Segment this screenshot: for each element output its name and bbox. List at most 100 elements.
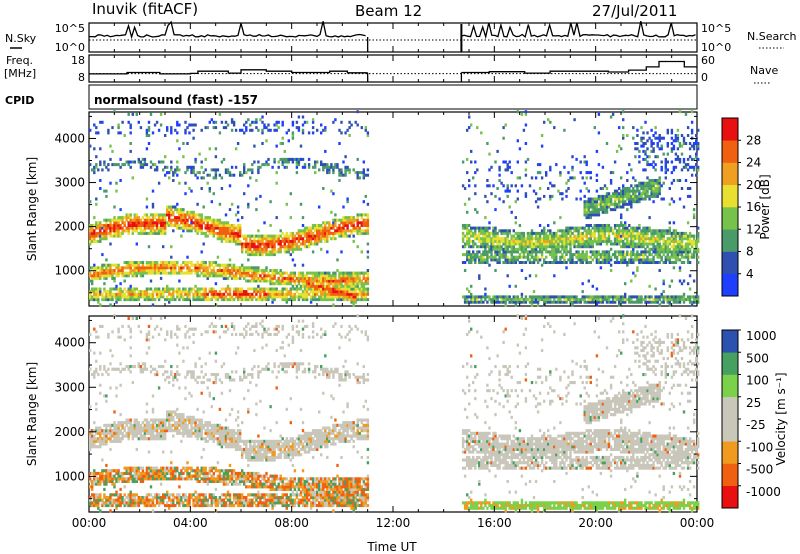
power-cell bbox=[326, 221, 329, 225]
power-cell bbox=[360, 224, 363, 227]
power-cell bbox=[642, 261, 645, 264]
power-cell bbox=[672, 255, 676, 259]
power-cell bbox=[194, 263, 197, 267]
power-cell bbox=[561, 255, 564, 259]
power-cell bbox=[157, 298, 161, 302]
power-cell bbox=[168, 263, 171, 267]
power-cell bbox=[563, 242, 566, 246]
power-cell bbox=[159, 112, 163, 116]
power-cell bbox=[680, 239, 684, 243]
power-cell bbox=[480, 298, 483, 302]
power-cell bbox=[291, 231, 295, 235]
power-cell bbox=[314, 290, 317, 294]
power-cell bbox=[354, 282, 357, 286]
power-cell bbox=[342, 290, 345, 294]
power-cell bbox=[318, 287, 321, 291]
power-cell bbox=[265, 239, 268, 243]
power-cell bbox=[131, 231, 134, 235]
power-cell bbox=[561, 231, 564, 235]
power-cell bbox=[255, 253, 258, 257]
power-cell bbox=[658, 237, 661, 241]
power-cell bbox=[164, 298, 167, 302]
power-cell bbox=[314, 160, 317, 164]
power-cell bbox=[484, 226, 487, 230]
power-cell bbox=[301, 231, 305, 235]
power-cell bbox=[234, 266, 238, 270]
power-cell bbox=[125, 216, 128, 220]
power-cell bbox=[589, 295, 592, 299]
power-cell bbox=[214, 298, 218, 302]
power-cell bbox=[680, 234, 684, 238]
power-cell bbox=[149, 112, 153, 116]
power-cell bbox=[125, 298, 128, 302]
power-cell bbox=[326, 171, 329, 175]
power-cell bbox=[686, 187, 690, 190]
power-cell bbox=[559, 192, 562, 196]
power-cell bbox=[247, 269, 250, 272]
power-cell bbox=[662, 261, 665, 264]
power-cell bbox=[139, 224, 143, 227]
power-cell bbox=[650, 258, 653, 262]
power-cell bbox=[573, 242, 576, 246]
power-cell bbox=[488, 226, 491, 230]
power-cell bbox=[332, 226, 335, 230]
power-cell bbox=[583, 155, 586, 159]
power-cell bbox=[543, 295, 546, 299]
power-cell bbox=[549, 231, 552, 235]
power-cell bbox=[652, 189, 655, 193]
power-cell bbox=[241, 245, 244, 249]
power-cell bbox=[277, 295, 280, 299]
power-cell bbox=[224, 231, 228, 235]
power-cell bbox=[632, 245, 635, 249]
power-cell bbox=[194, 271, 197, 275]
power-cell bbox=[186, 255, 189, 259]
power-cell bbox=[198, 218, 201, 222]
power-cell bbox=[684, 298, 688, 302]
power-cell bbox=[340, 284, 343, 288]
power-cell bbox=[111, 263, 114, 267]
power-cell bbox=[212, 287, 215, 291]
power-cell bbox=[579, 245, 582, 249]
power-cell bbox=[299, 276, 303, 280]
power-cell bbox=[245, 266, 248, 270]
power-cell bbox=[206, 234, 209, 238]
power-cell bbox=[674, 295, 678, 299]
power-cell bbox=[563, 298, 566, 302]
power-cell bbox=[123, 163, 126, 167]
power-cell bbox=[149, 218, 153, 222]
power-cell bbox=[636, 234, 639, 238]
power-cell bbox=[125, 261, 128, 264]
power-cell bbox=[512, 250, 515, 254]
power-cell bbox=[358, 276, 361, 280]
power-cell bbox=[358, 292, 361, 296]
power-cell bbox=[636, 184, 639, 188]
power-cell bbox=[135, 271, 138, 275]
power-cell bbox=[692, 255, 696, 259]
power-cell bbox=[630, 229, 633, 233]
power-cell bbox=[660, 300, 663, 304]
power-cell bbox=[599, 187, 603, 190]
power-cell bbox=[579, 239, 582, 243]
power-cell bbox=[520, 247, 524, 251]
power-cell bbox=[613, 234, 617, 238]
power-cell bbox=[644, 192, 647, 196]
power-cell bbox=[526, 237, 530, 241]
power-cell bbox=[597, 295, 601, 299]
power-cell bbox=[314, 287, 317, 291]
power-cell bbox=[127, 287, 130, 291]
power-cell bbox=[170, 298, 173, 302]
power-cell bbox=[362, 229, 365, 233]
power-cell bbox=[587, 202, 590, 206]
power-cell bbox=[137, 216, 140, 220]
power-cell bbox=[153, 216, 157, 220]
power-cell bbox=[151, 221, 155, 225]
power-cell bbox=[532, 298, 536, 302]
power-cell bbox=[577, 253, 580, 257]
power-cell bbox=[498, 239, 501, 243]
power-cell bbox=[678, 144, 682, 148]
power-cell bbox=[650, 253, 653, 257]
power-cell bbox=[605, 239, 609, 243]
power-cell bbox=[514, 303, 517, 307]
power-cell bbox=[504, 189, 507, 193]
power-cell bbox=[684, 242, 688, 246]
